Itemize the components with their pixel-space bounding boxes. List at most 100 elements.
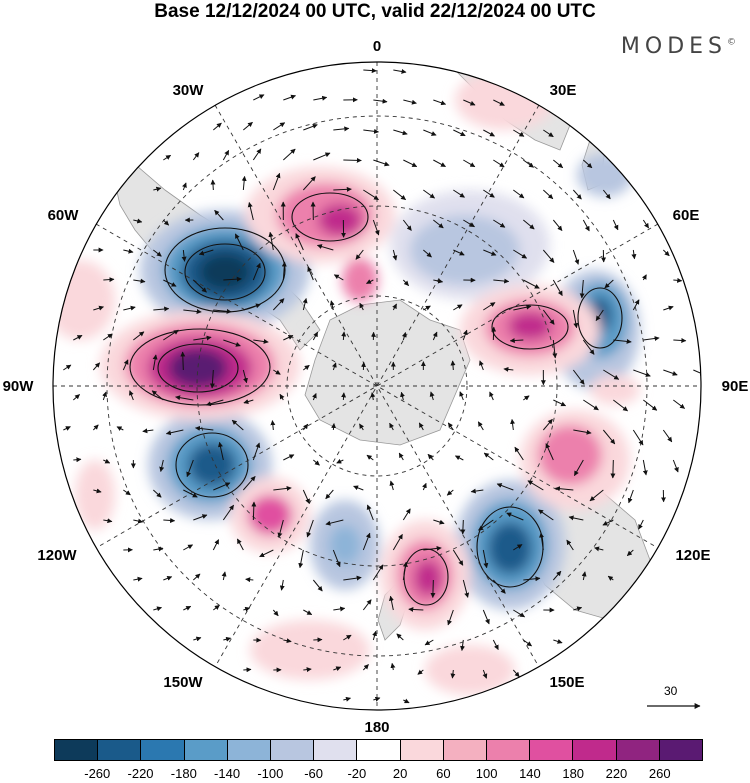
wind-vector	[252, 148, 262, 161]
wind-vector	[279, 393, 285, 401]
wind-vector	[603, 369, 620, 380]
wind-vector	[447, 422, 454, 431]
modes-logo: MODES©	[620, 34, 736, 59]
anomaly-positive	[455, 70, 555, 130]
anomaly-negative	[577, 153, 633, 197]
wind-vector	[673, 399, 685, 409]
wind-vector	[372, 564, 384, 581]
wind-vector	[175, 395, 194, 401]
wind-vector	[483, 452, 494, 461]
wind-vector	[123, 248, 134, 254]
wind-vector	[341, 331, 347, 341]
wind-vector	[63, 364, 72, 371]
wind-vector	[165, 429, 184, 436]
wind-vector	[373, 159, 390, 167]
wind-vector	[604, 279, 614, 289]
wind-vector	[489, 391, 494, 401]
wind-vector	[333, 666, 342, 672]
wind-vector	[513, 304, 532, 311]
wind-vector	[195, 425, 214, 431]
wind-vector	[303, 123, 318, 131]
wind-vector	[331, 362, 337, 371]
wind-vector	[392, 533, 403, 551]
wind-vector	[242, 476, 256, 491]
wind-vector	[512, 669, 520, 678]
wind-vector	[133, 218, 143, 224]
wind-vector	[192, 573, 201, 581]
anomaly-positive	[318, 204, 362, 236]
wind-vector	[542, 418, 553, 431]
wind-vector	[523, 279, 540, 289]
wind-vector	[212, 539, 220, 551]
reference-vector-label: 30	[664, 684, 678, 698]
wind-vector	[163, 154, 172, 161]
wind-vector	[552, 339, 558, 359]
wind-vector	[483, 249, 497, 256]
wind-vector	[329, 300, 335, 311]
wind-vector	[626, 549, 634, 556]
wind-vector	[222, 149, 230, 161]
wind-vector	[183, 309, 202, 314]
wind-vector	[302, 423, 309, 431]
wind-vector	[523, 395, 530, 401]
wind-vector	[582, 159, 593, 169]
anomaly-positive	[590, 375, 640, 405]
wind-vector	[642, 219, 650, 229]
wind-vector	[463, 219, 475, 228]
wind-vector	[243, 399, 254, 404]
anomaly-positive	[508, 312, 552, 340]
wind-vector	[151, 390, 164, 401]
wind-vector	[403, 698, 410, 704]
wind-vector	[307, 266, 314, 281]
wind-vector	[273, 369, 281, 375]
wind-vector	[213, 604, 220, 611]
wind-vector	[470, 488, 484, 494]
wind-vector	[450, 669, 456, 679]
wind-vector	[353, 485, 364, 491]
wind-vector	[213, 308, 232, 314]
wind-vector	[553, 159, 564, 169]
colorbar-ticks: -260 -220 -180 -140 -100 -60 -20 20 60 100 140 180 2…	[0, 766, 750, 783]
wind-vector	[341, 392, 347, 401]
wind-vector	[402, 279, 409, 286]
wind-vector	[302, 489, 310, 504]
wind-vector	[672, 459, 679, 473]
wind-vector	[277, 519, 284, 538]
wind-vector	[523, 576, 541, 582]
wind-vector	[183, 489, 198, 498]
wind-vector	[313, 459, 320, 466]
map-title: Base 12/12/2024 00 UTC, valid 22/12/2024…	[154, 1, 596, 22]
wind-vector	[514, 446, 524, 461]
colorbar-tick-label: 220	[605, 766, 628, 781]
wind-vector	[642, 459, 648, 476]
wind-vector	[153, 306, 170, 312]
wind-vector	[282, 148, 296, 161]
wind-vector	[523, 219, 535, 230]
colorbar-tick-label: -140	[214, 766, 241, 781]
wind-vector	[343, 696, 351, 702]
wind-vector	[460, 519, 466, 535]
wind-vector	[579, 279, 585, 299]
wind-vector	[316, 244, 334, 251]
wind-vector	[253, 94, 265, 101]
wind-vector	[313, 637, 323, 643]
wind-vector	[401, 332, 407, 341]
wind-vector	[506, 512, 524, 521]
wind-vector	[553, 399, 567, 407]
wind-vector	[116, 426, 124, 431]
wind-vector	[572, 369, 585, 385]
wind-vector	[482, 609, 490, 625]
wind-vector	[632, 299, 640, 311]
wind-vector	[366, 454, 374, 461]
wind-vector	[221, 571, 227, 581]
wind-vector	[312, 331, 319, 341]
wind-vector	[312, 579, 323, 592]
wind-vector	[493, 159, 505, 168]
wind-vector	[589, 489, 604, 502]
wind-vector	[463, 99, 476, 106]
colorbar-cell	[55, 740, 98, 760]
wind-vector	[123, 305, 136, 311]
colorbar-cell	[97, 740, 141, 760]
wind-vector	[450, 360, 456, 371]
wind-vector	[477, 421, 484, 431]
